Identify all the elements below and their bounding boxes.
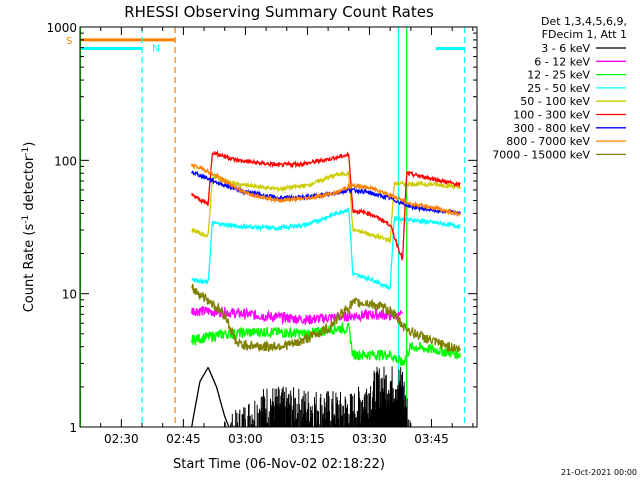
legend-entry-300-800-kev: 300 - 800 keV [513,122,590,135]
annotation-s: S [66,36,72,47]
x-tick-label: 03:30 [352,432,387,446]
legend-entry-100-300-kev: 100 - 300 keV [513,109,590,122]
x-axis-ticks: 02:30 02:45 03:00 03:15 03:30 03:45 [79,27,474,446]
legend-entry-800-7000-kev: 800 - 7000 keV [506,135,590,148]
legend-entry-7000-15000-kev: 7000 - 15000 keV [492,148,590,161]
series-25-50-kev [191,207,461,290]
x-tick-label: 03:00 [228,432,263,446]
legend-entry-12-25-kev: 12 - 25 keV [527,69,590,82]
plot-frame [79,26,478,428]
series-3-6-kev-noise [224,366,411,427]
x-tick-label: 02:45 [166,432,201,446]
y-tick-label: 100 [54,154,77,168]
legend-entry-25-50-kev: 25 - 50 keV [527,82,590,95]
series-layer [191,149,461,428]
legend-header-line-2: FDecim 1, Att 1 [542,28,627,41]
x-tick-label: 03:45 [414,432,449,446]
y-tick-label: 10 [62,288,77,302]
series-50-100-kev [191,169,461,245]
y-axis-ticks: 1 10 100 1000 [46,21,477,435]
chart-title: RHESSI Observing Summary Count Rates [124,3,434,21]
series-100-300-kev [191,149,461,262]
series-6-12-kev [191,305,404,326]
y-axis-label: Count Rate (s-1 detector-1) [21,142,37,313]
y-tick-label: 1000 [46,21,77,35]
annotations: SN [66,36,160,55]
annotation-n: N [152,44,159,55]
legend-entry-6-12-kev: 6 - 12 keV [534,55,590,68]
legend-entry-50-100-kev: 50 - 100 keV [520,95,590,108]
x-axis-label: Start Time (06-Nov-02 02:18:22) [173,457,385,472]
legend-header-line-1: Det 1,3,4,5,6,9, [541,15,627,28]
legend: Det 1,3,4,5,6,9, FDecim 1, Att 1 3 - 6 k… [492,15,627,161]
x-tick-label: 02:30 [104,432,139,446]
generated-date: 21-Oct-2021 00:00 [561,468,637,477]
x-tick-label: 03:15 [290,432,325,446]
series-3-6-kev [191,366,230,428]
legend-entry-3-6-kev: 3 - 6 keV [541,42,590,55]
series-7000-15000-kev [191,283,461,354]
y-tick-label: 1 [69,421,77,435]
series-800-7000-kev [191,163,461,218]
